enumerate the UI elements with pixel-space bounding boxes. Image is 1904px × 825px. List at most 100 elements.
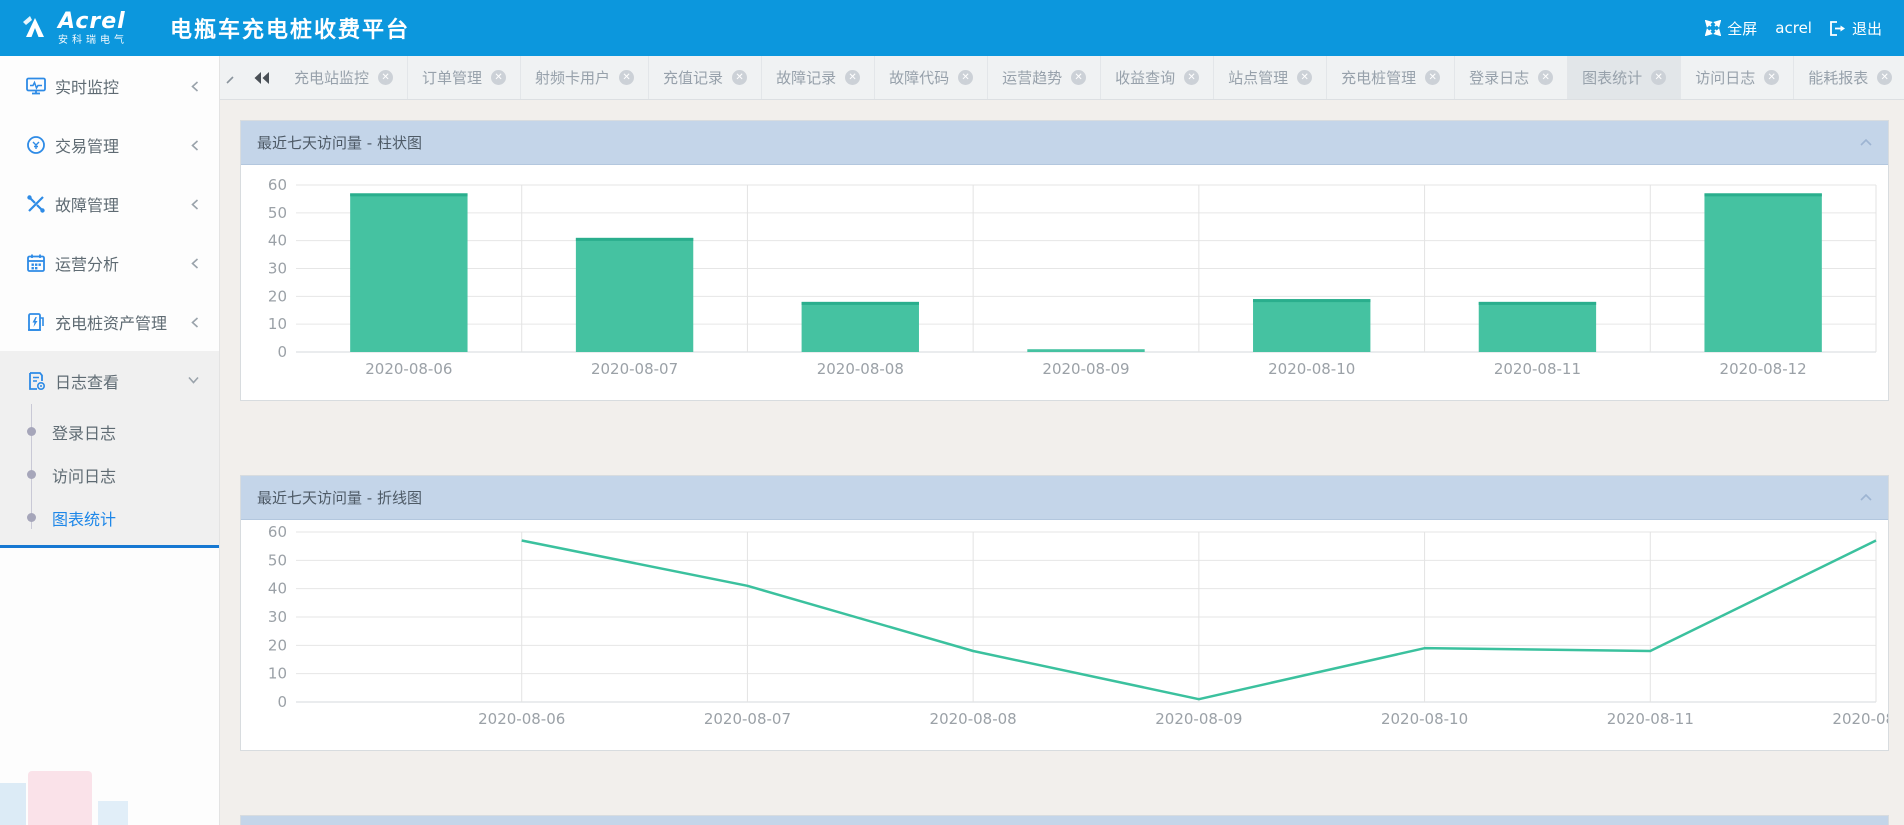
tab-recharge-records[interactable]: 充值记录 ✕ (649, 56, 763, 99)
sidebar-item-log-view[interactable]: 日志查看 (0, 351, 219, 410)
logo-subtext: 安科瑞电气 (58, 34, 128, 46)
svg-text:2020-08-07: 2020-08-07 (591, 360, 678, 378)
tab-revenue-query[interactable]: 收益查询 ✕ (1101, 56, 1215, 99)
tab-chart-statistics[interactable]: 图表统计 ✕ (1568, 56, 1682, 99)
tab-close-icon[interactable]: ✕ (1184, 70, 1200, 85)
svg-text:50: 50 (268, 551, 287, 569)
tab-close-icon[interactable]: ✕ (1425, 70, 1441, 85)
tab-close-icon[interactable]: ✕ (732, 70, 748, 85)
tab-close-icon[interactable]: ✕ (958, 70, 974, 85)
tab-fault-codes[interactable]: 故障代码 ✕ (875, 56, 989, 99)
svg-text:2020-08-10: 2020-08-10 (1268, 360, 1355, 378)
tab-close-icon[interactable]: ✕ (619, 70, 635, 85)
monitor-icon (26, 77, 46, 94)
tab-close-icon[interactable]: ✕ (1651, 70, 1667, 85)
double-chevron-left-icon (254, 71, 269, 84)
tab-login-log[interactable]: 登录日志 ✕ (1455, 56, 1569, 99)
tab-access-log[interactable]: 访问日志 ✕ (1681, 56, 1795, 99)
tab-close-icon[interactable]: ✕ (1071, 70, 1087, 85)
sidebar: 实时监控 交易管理 故障管理 (0, 56, 220, 825)
svg-text:2020-08-07: 2020-08-07 (704, 710, 791, 728)
line-chart-panel: 最近七天访问量 - 折线图 0 10 20 30 40 50 60 2020-08-06 202… (240, 475, 1904, 751)
fault-icon (27, 194, 45, 213)
bar-chart-panel: 最近七天访问量 - 柱状图 0 10 20 30 40 50 60 2020-08-06 202… (240, 120, 1889, 401)
svg-text:2020-08-06: 2020-08-06 (365, 360, 452, 378)
panel-header (241, 816, 1888, 825)
svg-text:40: 40 (268, 232, 287, 250)
chevron-left-icon (191, 257, 199, 269)
svg-text:10: 10 (268, 315, 287, 333)
decor-square-shape (0, 783, 26, 825)
tab-close-icon[interactable]: ✕ (1297, 70, 1313, 85)
svg-text:60: 60 (268, 176, 287, 194)
chevron-up-icon (1860, 139, 1872, 146)
tab-site-mgmt[interactable]: 站点管理 ✕ (1214, 56, 1328, 99)
analysis-icon (27, 254, 45, 272)
tab-close-icon[interactable]: ✕ (491, 70, 507, 85)
bullet-dot-icon (27, 427, 36, 436)
svg-text:2020-08-11: 2020-08-11 (1607, 710, 1694, 728)
svg-text:0: 0 (277, 693, 287, 711)
fullscreen-icon (1705, 20, 1722, 36)
sidebar-item-operation-analysis[interactable]: 运营分析 (0, 233, 219, 292)
svg-text:2020-08-06: 2020-08-06 (478, 710, 565, 728)
chevron-left-icon (191, 198, 199, 210)
tab-close-icon[interactable]: ✕ (378, 70, 394, 85)
svg-text:20: 20 (268, 636, 287, 654)
tab-energy-report[interactable]: 能耗报表 ✕ (1794, 56, 1904, 99)
svg-text:60: 60 (268, 523, 287, 541)
tab-fault-records[interactable]: 故障记录 ✕ (762, 56, 876, 99)
tab-close-icon[interactable]: ✕ (1877, 70, 1893, 85)
svg-text:20: 20 (268, 287, 287, 305)
fullscreen-button[interactable]: 全屏 (1705, 18, 1757, 39)
chevron-left-icon (191, 80, 199, 92)
sidebar-subitem-login-log[interactable]: 登录日志 (0, 410, 219, 453)
chevron-left-icon (191, 139, 199, 151)
log-icon (29, 371, 46, 390)
bullet-dot-icon (27, 470, 36, 479)
sidebar-item-fault-mgmt[interactable]: 故障管理 (0, 174, 219, 233)
sidebar-subitem-access-log[interactable]: 访问日志 (0, 453, 219, 496)
sidebar-item-realtime-monitor[interactable]: 实时监控 (0, 56, 219, 115)
app-header: Acrel 安科瑞电气 电瓶车充电桩收费平台 全屏 acrel (0, 0, 1904, 56)
svg-text:30: 30 (268, 260, 287, 278)
logout-button[interactable]: 退出 (1830, 18, 1882, 39)
tabs-scroll-left-button[interactable] (244, 56, 280, 99)
decor-gift-shape (28, 771, 92, 825)
sidebar-item-charging-pile-assets[interactable]: 充电桩资产管理 (0, 292, 219, 351)
tab-close-icon[interactable]: ✕ (1764, 70, 1780, 85)
sidebar-item-label: 充电桩资产管理 (55, 313, 168, 333)
svg-text:40: 40 (268, 580, 287, 598)
logout-icon (1830, 20, 1845, 36)
svg-text:2020-08-10: 2020-08-10 (1381, 710, 1468, 728)
tab-charging-station-monitor[interactable]: 充电站监控 ✕ (280, 56, 409, 99)
tab-charging-pile-mgmt[interactable]: 充电桩管理 ✕ (1327, 56, 1456, 99)
svg-text:10: 10 (268, 665, 287, 683)
sidebar-item-transaction-mgmt[interactable]: 交易管理 (0, 115, 219, 174)
sidebar-toggle-icon[interactable] (220, 56, 244, 99)
content-area: 最近七天访问量 - 柱状图 0 10 20 30 40 50 60 2020-08-06 202… (220, 100, 1904, 825)
panel-title: 最近七天访问量 - 折线图 (257, 489, 422, 507)
sidebar-active-divider (0, 545, 219, 548)
tab-rfid-card-users[interactable]: 射频卡用户 ✕ (521, 56, 650, 99)
line-chart: 0 10 20 30 40 50 60 2020-08-06 2020-08-07 2020-08… (241, 520, 1904, 750)
fullscreen-label: 全屏 (1727, 19, 1758, 38)
username[interactable]: acrel (1775, 19, 1812, 37)
tab-close-icon[interactable]: ✕ (845, 70, 861, 85)
charging-pile-icon (28, 312, 44, 331)
collapse-panel-button[interactable] (1860, 139, 1872, 146)
panel-header: 最近七天访问量 - 折线图 (241, 476, 1888, 520)
tab-close-icon[interactable]: ✕ (1538, 70, 1554, 85)
chevron-up-icon (1860, 494, 1872, 501)
svg-text:2020-08-09: 2020-08-09 (1155, 710, 1242, 728)
bar-chart: 0 10 20 30 40 50 60 2020-08-06 2020-08-07 2020-08… (241, 165, 1888, 400)
tab-order-mgmt[interactable]: 订单管理 ✕ (408, 56, 522, 99)
sidebar-subitem-chart-statistics[interactable]: 图表统计 (0, 496, 219, 539)
svg-text:2020-08-08: 2020-08-08 (817, 360, 904, 378)
tab-operation-trend[interactable]: 运营趋势 ✕ (988, 56, 1102, 99)
decor-square-shape-2 (98, 801, 128, 825)
collapse-panel-button[interactable] (1860, 494, 1872, 501)
svg-text:2020-08-12: 2020-08-12 (1720, 360, 1807, 378)
log-view-submenu: 登录日志 访问日志 图表统计 (0, 404, 219, 539)
sidebar-item-label: 故障管理 (55, 195, 120, 215)
